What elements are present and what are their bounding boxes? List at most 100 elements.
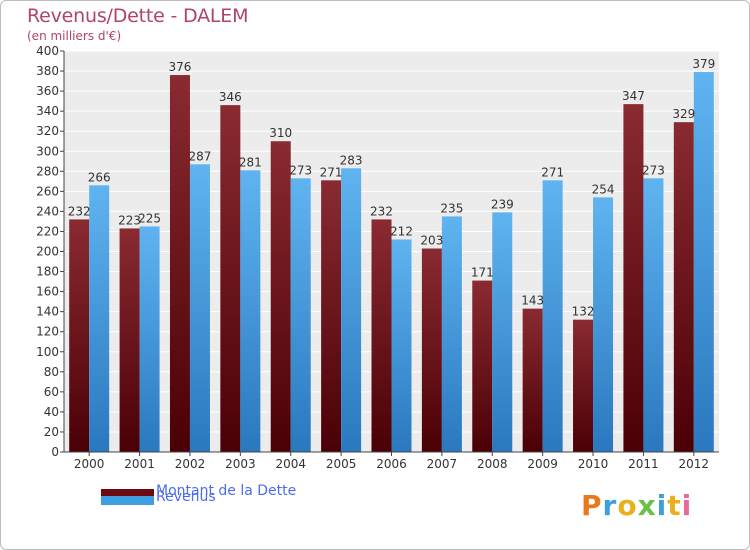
y-tick-label: 280 xyxy=(36,164,59,178)
x-tick-label: 2009 xyxy=(527,457,558,471)
bar-dette xyxy=(69,219,90,452)
chart-title: Revenus/Dette - DALEM xyxy=(27,5,249,27)
y-tick-label: 300 xyxy=(36,144,59,158)
logo-letter: i xyxy=(656,489,668,522)
bar-dette xyxy=(119,228,140,452)
y-tick-label: 160 xyxy=(36,285,59,299)
y-tick-label: 180 xyxy=(36,265,59,279)
x-tick-label: 2003 xyxy=(225,457,256,471)
y-tick-label: 320 xyxy=(36,124,59,138)
x-tick-label: 2010 xyxy=(578,457,609,471)
bar-revenus xyxy=(593,197,614,452)
logo-letter: i xyxy=(681,489,693,522)
y-tick-label: 340 xyxy=(36,104,59,118)
x-tick-label: 2008 xyxy=(477,457,508,471)
x-tick-label: 2002 xyxy=(175,457,206,471)
data-label: 376 xyxy=(169,60,192,74)
bar-revenus xyxy=(189,164,210,452)
data-label: 266 xyxy=(88,170,111,184)
y-tick-label: 140 xyxy=(36,305,59,319)
bar-revenus xyxy=(391,239,412,452)
data-label: 281 xyxy=(239,155,262,169)
y-tick-label: 100 xyxy=(36,345,59,359)
bar-dette xyxy=(421,248,442,452)
logo-letter: x xyxy=(637,489,657,522)
bar-revenus xyxy=(542,180,563,452)
y-tick-label: 380 xyxy=(36,64,59,78)
logo-letter: P xyxy=(581,489,603,522)
x-tick-label: 2011 xyxy=(628,457,659,471)
bar-revenus xyxy=(240,170,261,453)
legend-swatch-dette xyxy=(101,489,154,498)
data-label: 254 xyxy=(592,182,615,196)
bar-revenus xyxy=(693,72,714,453)
bar-dette xyxy=(270,141,291,452)
x-tick-label: 2004 xyxy=(275,457,306,471)
bar-revenus xyxy=(89,185,110,452)
data-label: 379 xyxy=(692,57,715,71)
data-label: 273 xyxy=(289,163,312,177)
axis-layer: 0 20 40 60 80 100 120 140 160 180 200 220 240 260 280 3… xyxy=(36,44,719,471)
chart-subtitle: (en milliers d'€) xyxy=(27,29,122,43)
x-tick-label: 2005 xyxy=(326,457,357,471)
x-tick-label: 2000 xyxy=(74,457,105,471)
bar-dette xyxy=(169,75,190,452)
bar-revenus xyxy=(341,168,362,453)
logo-letter: t xyxy=(667,489,682,522)
logo-letter: r xyxy=(602,489,618,522)
bar-revenus xyxy=(441,216,462,452)
data-label: 235 xyxy=(440,201,463,215)
x-tick-label: 2006 xyxy=(376,457,407,471)
x-tick-label: 2007 xyxy=(427,457,458,471)
data-label: 232 xyxy=(370,204,393,218)
proxiti-logo: Proxiti xyxy=(581,489,692,522)
bar-dette xyxy=(573,319,594,452)
data-label: 347 xyxy=(622,89,645,103)
data-label: 143 xyxy=(521,294,544,308)
y-tick-label: 60 xyxy=(44,385,59,399)
data-label: 329 xyxy=(672,107,695,121)
bars-layer xyxy=(69,72,714,453)
y-tick-label: 80 xyxy=(44,365,59,379)
data-label: 283 xyxy=(340,153,363,167)
bar-dette xyxy=(321,180,342,452)
bar-revenus xyxy=(643,178,664,452)
data-label: 232 xyxy=(68,204,91,218)
y-tick-label: 200 xyxy=(36,245,59,259)
y-tick-label: 240 xyxy=(36,204,59,218)
y-tick-label: 400 xyxy=(36,44,59,58)
bar-dette xyxy=(623,104,644,452)
x-tick-label: 2001 xyxy=(124,457,155,471)
y-tick-label: 20 xyxy=(44,425,59,439)
data-label: 212 xyxy=(390,224,413,238)
legend-label-revenus: Revenus xyxy=(156,489,216,505)
bar-dette xyxy=(472,280,493,452)
y-tick-label: 40 xyxy=(44,405,59,419)
bar-revenus xyxy=(290,178,311,452)
data-label: 273 xyxy=(642,163,665,177)
data-label: 346 xyxy=(219,90,242,104)
y-tick-label: 260 xyxy=(36,184,59,198)
bar-dette xyxy=(522,308,543,452)
bar-revenus xyxy=(492,212,513,452)
bar-dette xyxy=(371,219,392,452)
x-tick-label: 2012 xyxy=(679,457,710,471)
bar-dette xyxy=(673,122,694,453)
y-tick-label: 220 xyxy=(36,224,59,238)
y-tick-label: 120 xyxy=(36,325,59,339)
data-label: 203 xyxy=(420,233,443,247)
bar-chart: 0 20 40 60 80 100 120 140 160 180 200 220 240 260 280 3… xyxy=(36,44,719,471)
y-tick-label: 360 xyxy=(36,84,59,98)
data-label: 132 xyxy=(572,305,595,319)
data-label: 225 xyxy=(138,211,161,225)
data-label: 310 xyxy=(269,126,292,140)
data-label: 287 xyxy=(189,149,212,163)
bar-dette xyxy=(220,105,241,452)
data-label: 223 xyxy=(118,213,141,227)
data-label: 271 xyxy=(541,165,564,179)
data-label: 171 xyxy=(471,266,494,280)
legend-label-dette: Montant de la Dette xyxy=(156,483,297,499)
y-tick-label: 0 xyxy=(51,445,59,459)
